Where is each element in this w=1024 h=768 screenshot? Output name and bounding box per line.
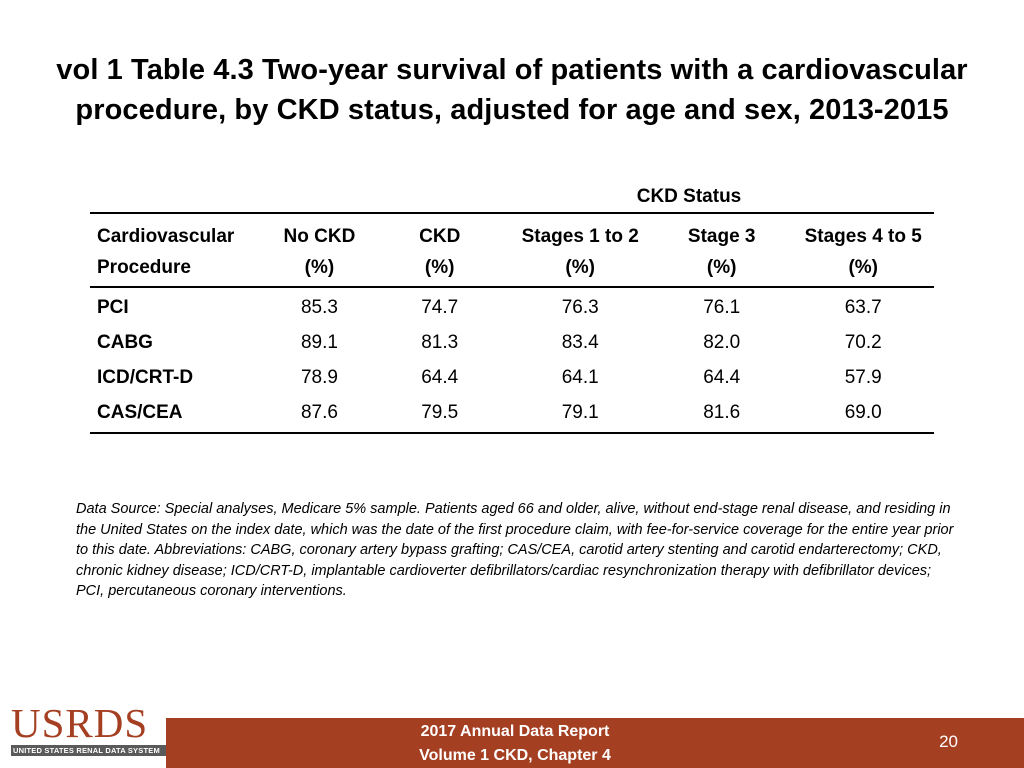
procedure-cell: ICD/CRT-D [97, 366, 194, 388]
table-row: CAS/CEA 87.6 79.5 79.1 81.6 69.0 [90, 395, 934, 434]
col-header-stages-1-2: Stages 1 to 2 [521, 226, 639, 247]
procedure-cell: CAS/CEA [90, 395, 269, 434]
value-cell: 64.4 [421, 366, 459, 388]
value-cell: 79.1 [509, 395, 651, 434]
col-subheader-ckd: (%) [369, 252, 510, 288]
table-row: CABG 89.1 81.3 83.4 82.0 70.2 [90, 325, 934, 360]
col-header-stage-3: Stage 3 [687, 226, 756, 247]
col-subheader-procedure: Procedure [90, 252, 269, 288]
col-subheader-stage-3: (%) [650, 252, 793, 288]
value-cell: 64.4 [703, 366, 741, 388]
footer-report-info: 2017 Annual Data Report Volume 1 CKD, Ch… [390, 720, 640, 768]
survival-table: CKD Status Cardiovascular No CKD CKD Sta… [90, 182, 934, 434]
col-header-ckd: CKD [419, 226, 461, 247]
value-cell: 81.3 [421, 331, 459, 353]
usrds-logo: USRDS UNITED STATES RENAL DATA SYSTEM [11, 703, 166, 757]
ckd-status-group-header: CKD Status [90, 182, 934, 214]
table-row: ICD/CRT-D 78.9 64.4 64.1 64.4 57.9 [90, 360, 934, 395]
title-line-1: vol 1 Table 4.3 Two-year survival of pat… [56, 54, 968, 86]
footer-report-title: 2017 Annual Data Report [420, 723, 610, 740]
col-subheader-no-ckd: (%) [268, 252, 370, 288]
value-cell: 64.1 [561, 366, 599, 388]
page-number: 20 [939, 732, 958, 751]
group-header-label: CKD Status [636, 186, 742, 207]
logo-subtitle: UNITED STATES RENAL DATA SYSTEM [11, 745, 166, 756]
value-cell: 57.9 [844, 366, 882, 388]
value-cell: 74.7 [421, 296, 459, 318]
value-cell: 81.6 [650, 395, 793, 434]
value-cell: 76.1 [703, 296, 741, 318]
col-header-no-ckd: No CKD [283, 226, 356, 247]
value-cell: 79.5 [369, 395, 510, 434]
title-line-2: procedure, by CKD status, adjusted for a… [75, 94, 949, 126]
footer-report-volume: Volume 1 CKD, Chapter 4 [419, 747, 611, 764]
value-cell: 70.2 [844, 331, 882, 353]
procedure-cell: CABG [97, 331, 153, 353]
value-cell: 63.7 [844, 296, 882, 318]
page-title: vol 1 Table 4.3 Two-year survival of pat… [0, 50, 1024, 130]
table-row: PCI 85.3 74.7 76.3 76.1 63.7 [90, 287, 934, 325]
value-cell: 87.6 [268, 395, 370, 434]
value-cell: 89.1 [300, 331, 338, 353]
procedure-cell: PCI [97, 296, 129, 318]
footer-bar: 2017 Annual Data Report Volume 1 CKD, Ch… [166, 718, 1024, 768]
logo-wordmark: USRDS [11, 700, 149, 746]
value-cell: 69.0 [792, 395, 934, 434]
data-source-note: Data Source: Special analyses, Medicare … [76, 501, 954, 599]
col-subheader-stages-4-5: (%) [792, 252, 934, 288]
value-cell: 78.9 [300, 366, 338, 388]
value-cell: 83.4 [561, 331, 599, 353]
col-header-procedure: Cardiovascular [97, 226, 235, 247]
col-header-stages-4-5: Stages 4 to 5 [804, 226, 922, 247]
col-subheader-stages-1-2: (%) [509, 252, 651, 288]
value-cell: 85.3 [300, 296, 338, 318]
value-cell: 76.3 [561, 296, 599, 318]
value-cell: 82.0 [703, 331, 741, 353]
